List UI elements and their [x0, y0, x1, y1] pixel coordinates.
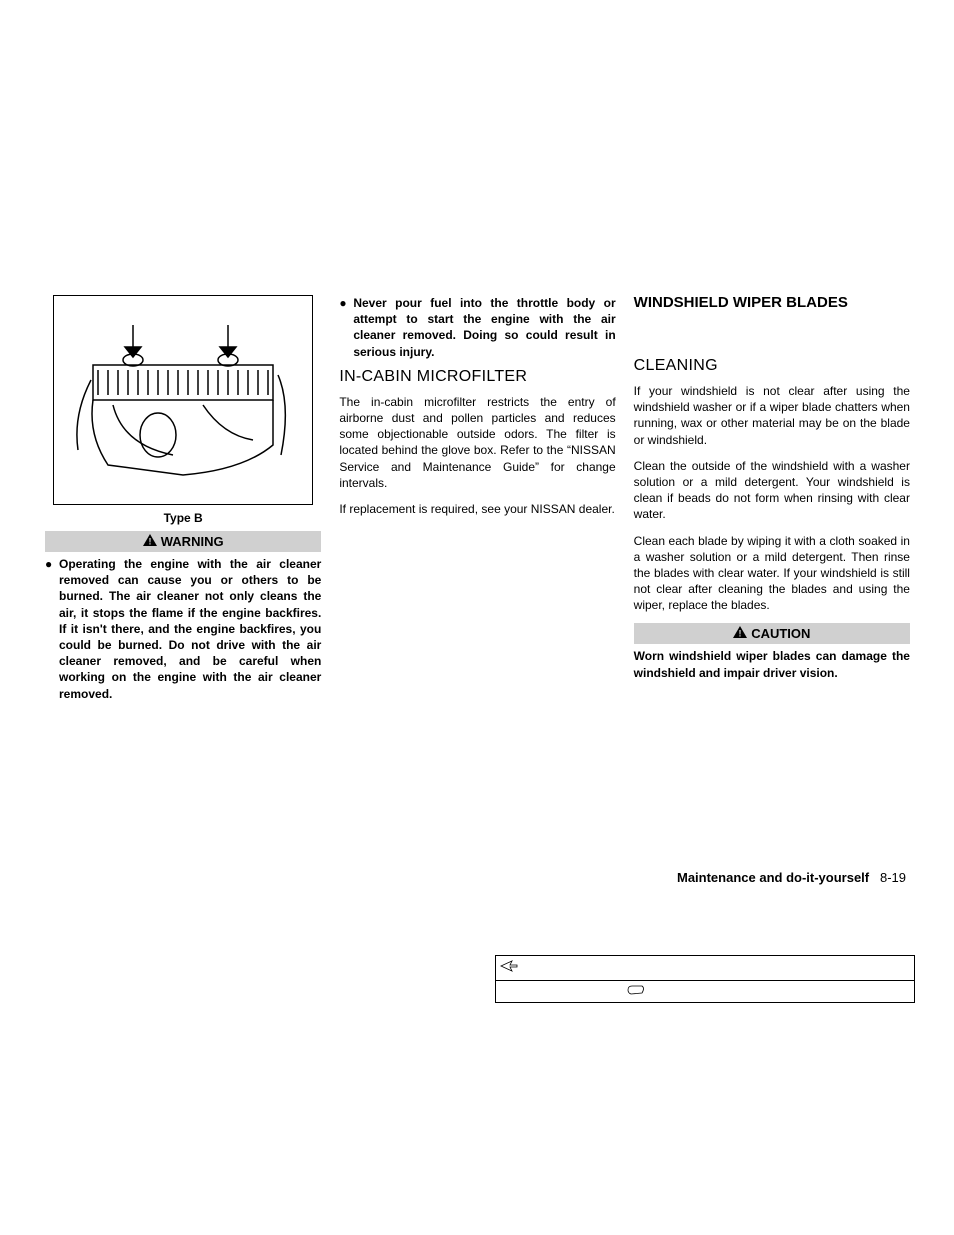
wipers-para-3: Clean each blade by wiping it with a clo… — [634, 533, 910, 614]
pointer-icon — [500, 960, 518, 972]
bullet-dot-icon: ● — [45, 556, 59, 702]
column-1: Type B ! WARNING ● Operating the engine … — [45, 295, 321, 710]
warning-bullet-2: ● Never pour fuel into the throttle body… — [339, 295, 615, 360]
caution-header: ! CAUTION — [634, 623, 910, 644]
engine-figure — [53, 295, 313, 505]
bullet-dot-icon: ● — [339, 295, 353, 360]
column-2: ● Never pour fuel into the throttle body… — [339, 295, 615, 710]
page-columns: Type B ! WARNING ● Operating the engine … — [45, 295, 910, 710]
wipers-para-2: Clean the outside of the windshield with… — [634, 458, 910, 523]
footer-page-number: 8-19 — [880, 870, 906, 885]
hand-icon — [626, 984, 646, 996]
svg-text:!: ! — [148, 537, 151, 547]
column-3: WINDSHIELD WIPER BLADES CLEANING If your… — [634, 295, 910, 710]
footer-section-label: Maintenance and do-it-yourself — [677, 870, 869, 885]
microfilter-para-2: If replacement is required, see your NIS… — [339, 501, 615, 517]
caution-body: Worn windshield wiper blades can damage … — [634, 648, 910, 680]
caution-triangle-icon: ! — [733, 626, 747, 641]
warning-header: ! WARNING — [45, 531, 321, 552]
warning-triangle-icon: ! — [143, 534, 157, 549]
wipers-para-1: If your windshield is not clear after us… — [634, 383, 910, 448]
engine-illustration-svg — [63, 305, 303, 495]
page-footer: Maintenance and do-it-yourself 8-19 — [677, 870, 906, 885]
caution-header-label: CAUTION — [751, 626, 810, 641]
revision-block — [495, 955, 915, 1003]
svg-text:!: ! — [739, 629, 742, 639]
warning-header-label: WARNING — [161, 534, 224, 549]
cleaning-heading: CLEANING — [634, 357, 910, 375]
warning-text-1: Operating the engine with the air cleane… — [59, 556, 321, 702]
figure-caption: Type B — [45, 511, 321, 525]
microfilter-heading: IN-CABIN MICROFILTER — [339, 368, 615, 386]
warning-text-2: Never pour fuel into the throttle body o… — [353, 295, 615, 360]
wipers-main-heading: WINDSHIELD WIPER BLADES — [634, 294, 910, 311]
microfilter-para-1: The in-cabin microfilter restricts the e… — [339, 394, 615, 491]
warning-bullet-1: ● Operating the engine with the air clea… — [45, 556, 321, 702]
